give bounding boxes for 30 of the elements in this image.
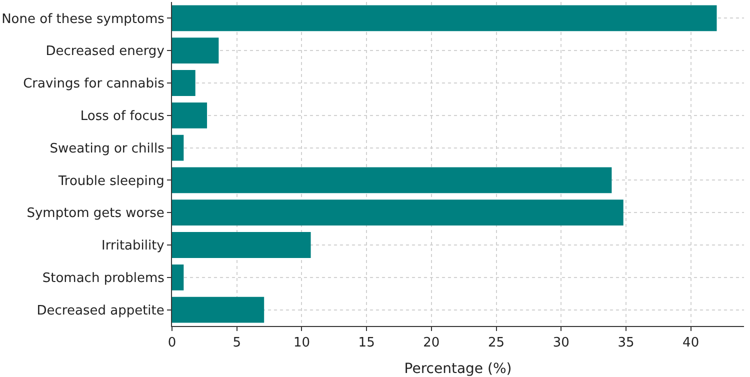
bar — [172, 167, 612, 194]
x-tick-label: 0 — [168, 336, 176, 351]
x-tick-label: 5 — [232, 336, 241, 351]
bar — [172, 296, 264, 323]
y-tick-label: Sweating or chills — [50, 141, 165, 156]
x-tick-label: 40 — [682, 336, 700, 351]
bar — [172, 38, 219, 64]
x-axis-title: Percentage (%) — [404, 361, 512, 377]
x-tick-label: 30 — [552, 336, 570, 351]
x-tick-label: 15 — [358, 336, 375, 351]
bar — [172, 200, 624, 226]
y-tick-label: Cravings for cannabis — [23, 76, 165, 92]
x-tick-label: 25 — [488, 336, 505, 351]
x-tick-label: 20 — [423, 336, 440, 351]
bar — [172, 5, 717, 32]
y-tick-label: Irritability — [102, 238, 165, 254]
bar — [172, 264, 184, 290]
bar — [172, 232, 311, 258]
bar — [172, 134, 184, 161]
y-tick-label: None of these symptoms — [2, 12, 165, 27]
x-tick-label: 35 — [618, 336, 634, 351]
y-tick-label: Stomach problems — [42, 270, 165, 286]
y-tick-label: Symptom gets worse — [26, 206, 164, 222]
bar — [172, 102, 208, 128]
y-tick-label: Loss of focus — [80, 108, 165, 124]
y-tick-label: Trouble sleeping — [57, 174, 164, 189]
y-tick-label: Decreased appetite — [36, 303, 164, 318]
bar — [172, 70, 196, 96]
x-tick-label: 10 — [293, 336, 310, 351]
y-tick-label: Decreased energy — [46, 44, 165, 60]
